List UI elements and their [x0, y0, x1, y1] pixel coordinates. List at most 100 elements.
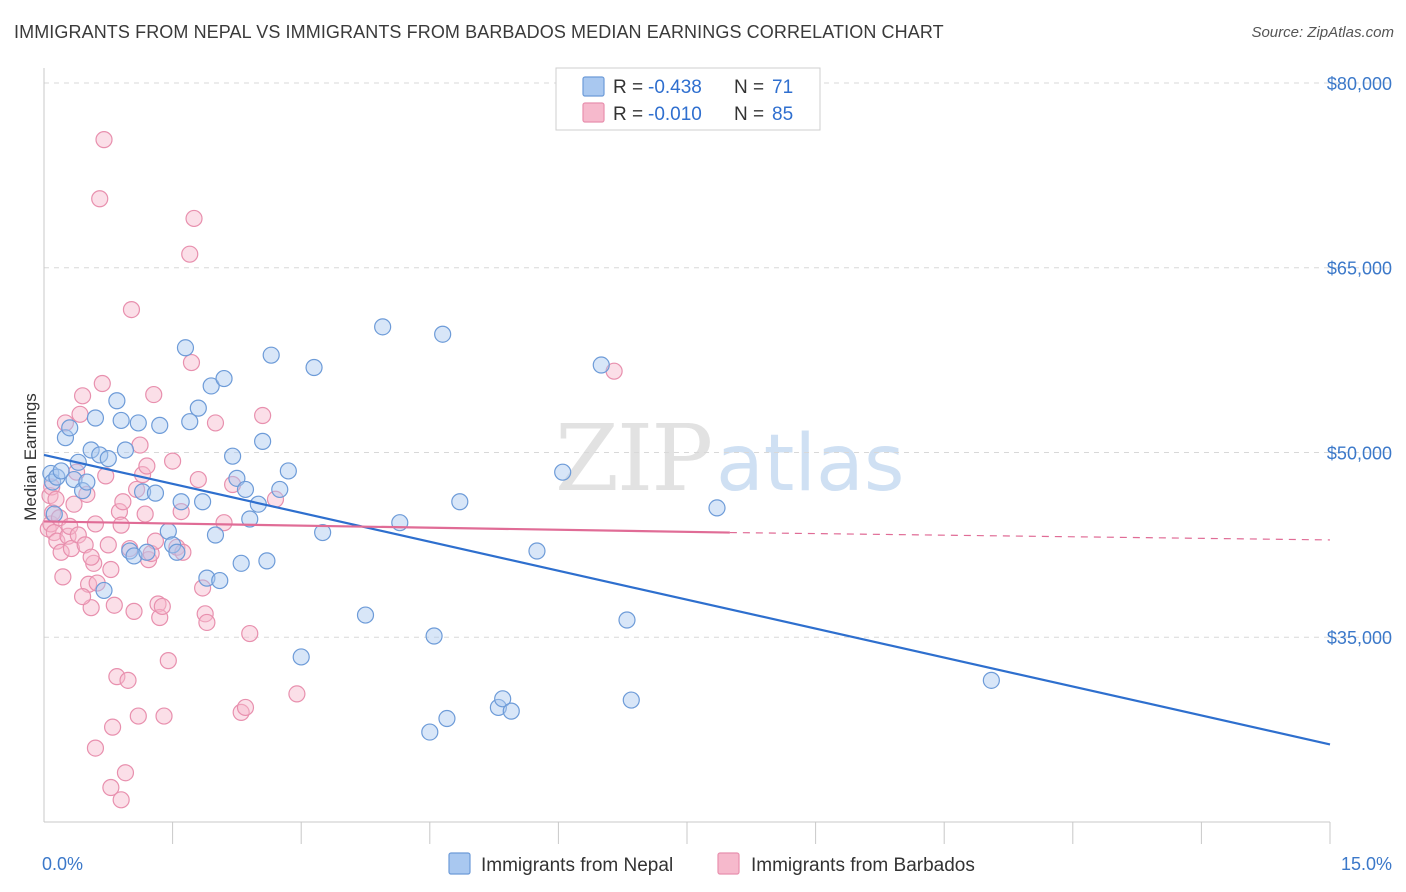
legend-r-label-barbados: R =: [613, 104, 643, 125]
barbados-point: [194, 579, 212, 597]
nepal-point: [138, 543, 156, 561]
barbados-point: [206, 414, 225, 432]
barbados-point: [112, 791, 130, 809]
legend-swatch-nepal: [582, 76, 605, 97]
nepal-point: [56, 429, 75, 447]
x-tick-labels: 0.0% 15.0%: [42, 854, 1392, 874]
barbados-point: [196, 605, 214, 623]
nepal-point: [374, 318, 392, 336]
bottom-legend-label-barbados: Immigrants from Barbados: [751, 855, 975, 876]
legend-r-label-nepal: R =: [613, 77, 643, 98]
barbados-point: [145, 385, 163, 404]
barbados-point: [99, 536, 117, 554]
barbados-point: [86, 739, 105, 757]
barbados-point: [73, 387, 92, 405]
barbados-point: [69, 526, 87, 544]
barbados-point: [112, 516, 130, 534]
bottom-legend-swatch-barbados: [717, 852, 740, 875]
nepal-point: [421, 723, 439, 741]
nepal-point: [271, 480, 289, 499]
nepal-point: [129, 414, 147, 432]
nepal-point: [232, 554, 250, 572]
barbados-point: [151, 608, 169, 627]
barbados-point: [105, 596, 123, 614]
y-tick-label: $50,000: [1327, 443, 1392, 463]
nepal-point: [73, 482, 92, 500]
barbados-point: [136, 505, 154, 523]
barbados-point: [159, 652, 177, 670]
barbados-points: [39, 131, 623, 809]
barbados-point: [125, 602, 143, 620]
nepal-point: [236, 480, 255, 499]
barbados-point: [86, 515, 105, 533]
nepal-point: [116, 441, 135, 459]
nepal-point: [91, 446, 109, 464]
legend-n-value-nepal: 71: [772, 77, 793, 98]
nepal-point: [622, 691, 640, 709]
legend-r-value-barbados: -0.010: [648, 104, 702, 125]
nepal-point: [151, 416, 169, 434]
x-tick-label-max: 15.0%: [1341, 854, 1392, 874]
nepal-point: [592, 356, 610, 374]
barbados-point: [288, 685, 306, 703]
nepal-point: [198, 569, 216, 587]
barbados-point: [62, 539, 81, 558]
nepal-point: [224, 447, 242, 465]
nepal-point: [181, 413, 199, 431]
nepal-point: [314, 523, 332, 542]
nepal-point: [108, 392, 126, 410]
nepal-point: [982, 671, 1000, 689]
barbados-point: [241, 624, 259, 643]
nepal-point: [254, 432, 272, 450]
barbados-point: [215, 514, 233, 532]
barbados-point: [254, 406, 272, 425]
barbados-trend-extension: [729, 531, 1331, 541]
barbados-point: [131, 436, 149, 454]
barbados-point: [82, 548, 100, 566]
legend-n-value-barbados: 85: [772, 104, 793, 125]
barbados-point: [73, 587, 92, 606]
watermark-zip: ZIP: [555, 405, 711, 512]
barbados-point: [116, 764, 135, 782]
barbados-point: [103, 718, 122, 736]
nepal-point: [133, 483, 152, 501]
barbados-point: [236, 698, 255, 717]
nepal-point: [494, 690, 512, 708]
nepal-point: [451, 493, 469, 511]
barbados-point: [155, 707, 173, 725]
barbados-point: [181, 245, 199, 263]
nepal-point: [528, 542, 546, 560]
chart-title: IMMIGRANTS FROM NEPAL VS IMMIGRANTS FROM…: [14, 22, 944, 42]
nepal-points: [42, 318, 1000, 741]
nepal-point: [82, 441, 100, 459]
barbados-point: [164, 452, 182, 470]
bottom-legend-label-nepal: Immigrants from Nepal: [481, 855, 673, 876]
nepal-point: [618, 611, 636, 629]
axes: [43, 68, 1331, 844]
nepal-point: [95, 581, 113, 600]
nepal-point: [172, 493, 190, 511]
nepal-point: [434, 325, 452, 343]
legend-swatch-barbados: [582, 102, 605, 123]
barbados-point: [52, 543, 70, 561]
nepal-point: [211, 571, 229, 590]
nepal-point: [215, 369, 233, 388]
nepal-point: [78, 473, 96, 491]
nepal-point: [125, 547, 143, 565]
nepal-point: [489, 698, 507, 717]
barbados-point: [110, 503, 129, 521]
legend-r-value-nepal: -0.438: [648, 77, 702, 98]
y-tick-label: $35,000: [1327, 628, 1392, 648]
barbados-point: [93, 374, 111, 393]
y-tick-labels: $80,000 $65,000 $50,000 $35,000: [1327, 74, 1392, 648]
nepal-point: [52, 462, 70, 480]
bottom-legend-swatch-nepal: [448, 852, 471, 875]
nepal-point: [305, 358, 323, 377]
barbados-point: [65, 495, 83, 513]
nepal-point: [86, 409, 105, 427]
nepal-point: [194, 493, 212, 511]
correlation-legend: R = -0.438 N = 71 R = -0.010 N = 85: [555, 67, 821, 131]
barbados-point: [129, 707, 147, 725]
nepal-point: [279, 462, 297, 480]
